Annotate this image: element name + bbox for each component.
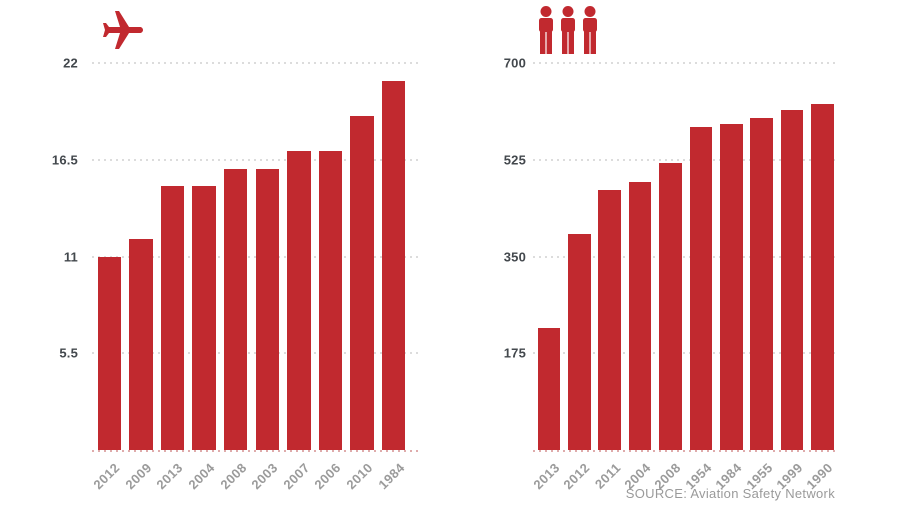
bar-1990 <box>811 104 834 450</box>
bar-1999 <box>780 109 804 450</box>
airplane-icon <box>99 7 147 55</box>
bar-2011 <box>598 190 621 450</box>
y-axis-label: 350 <box>503 249 526 264</box>
bar-2004 <box>192 186 216 450</box>
y-axis-label: 22 <box>63 55 78 71</box>
people-icon <box>536 6 600 56</box>
y-axis-label: 5.5 <box>59 345 78 361</box>
gridline <box>533 255 835 258</box>
y-axis-label: 700 <box>503 55 526 71</box>
bar-2013 <box>537 328 561 450</box>
bar-2008 <box>659 162 682 450</box>
bar-2013 <box>160 186 185 450</box>
bar-2003 <box>255 168 279 450</box>
gridline <box>533 352 835 355</box>
gridline <box>533 158 835 161</box>
bar-1955 <box>750 118 773 450</box>
y-axis-label: 16.5 <box>51 152 78 168</box>
bar-1954 <box>689 126 713 450</box>
y-axis-label: 525 <box>503 152 526 168</box>
bar-2004 <box>628 181 652 450</box>
bar-2008 <box>223 168 248 450</box>
y-axis-label: 175 <box>503 345 526 361</box>
gridline <box>92 158 420 161</box>
bar-2009 <box>129 238 153 450</box>
baseline-gridline <box>533 450 835 452</box>
baseline-gridline <box>92 450 420 452</box>
bar-2012 <box>567 234 591 450</box>
bar-2007 <box>287 150 311 450</box>
gridline <box>533 62 835 64</box>
bar-1984 <box>719 123 743 450</box>
bar-2012 <box>97 256 121 450</box>
source-credit: SOURCE: Aviation Safety Network <box>625 486 835 501</box>
bar-2010 <box>350 115 374 450</box>
gridline <box>92 62 420 64</box>
bar-1984 <box>381 80 406 450</box>
bar-2006 <box>318 150 343 450</box>
y-axis-label: 11 <box>63 249 78 264</box>
